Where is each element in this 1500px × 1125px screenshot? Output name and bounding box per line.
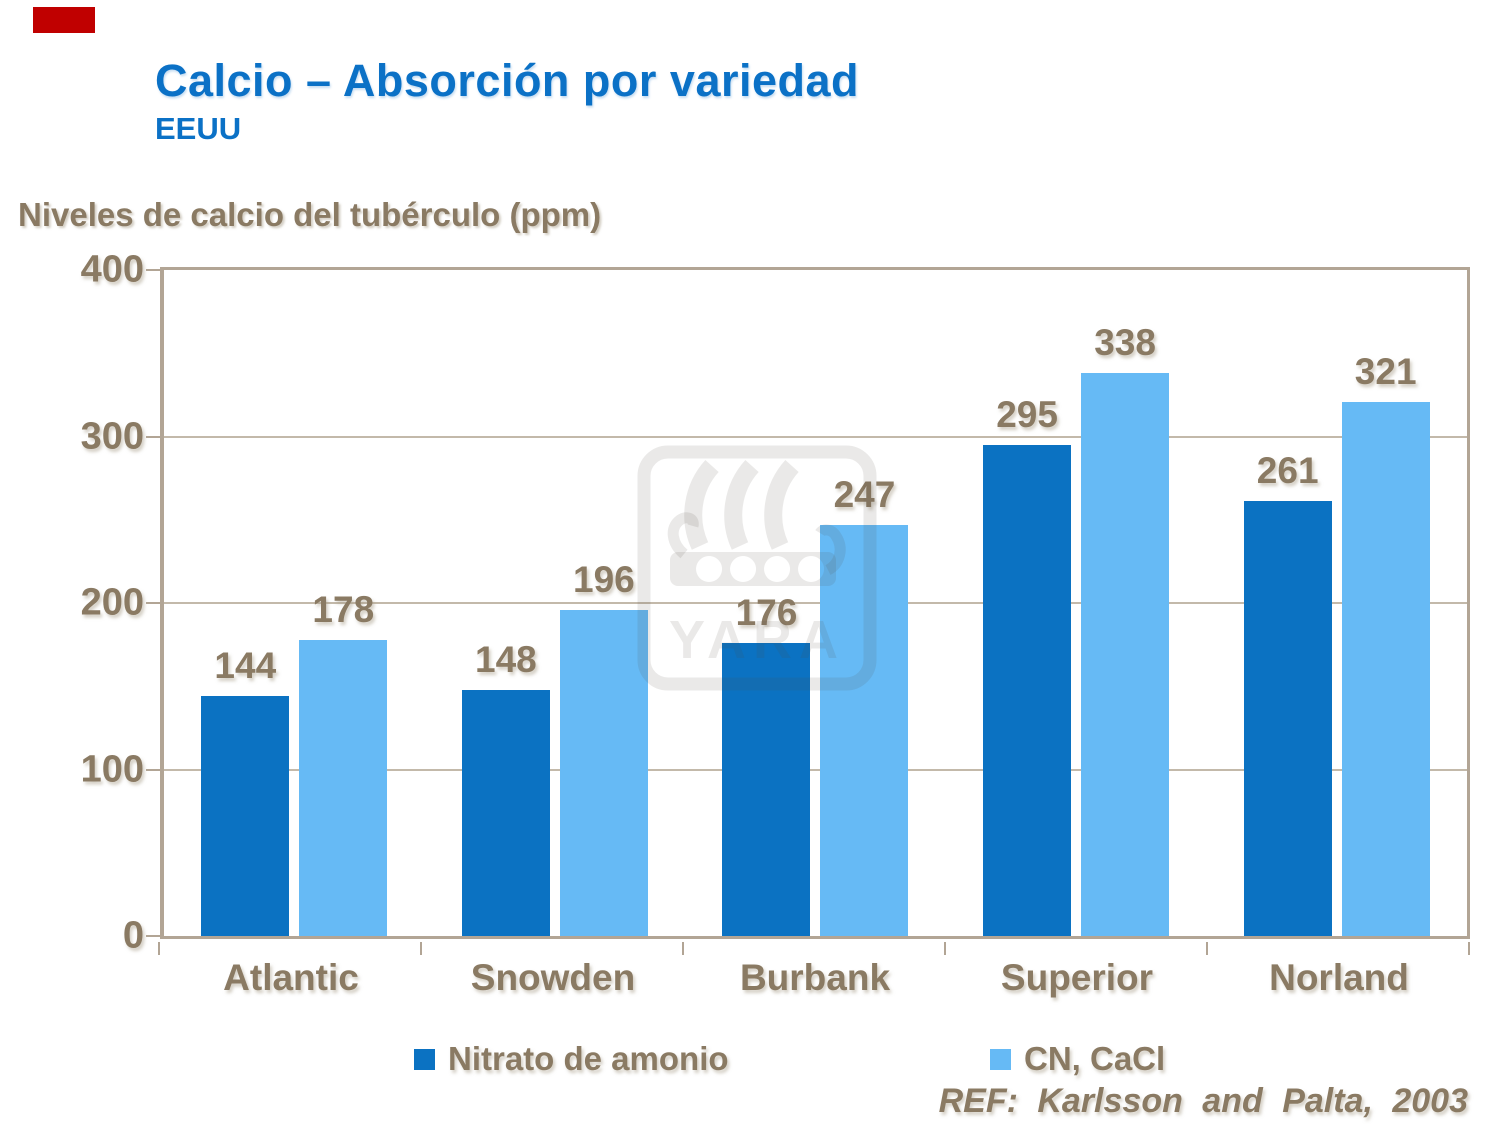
bar: 148	[461, 639, 550, 936]
bar-value-label: 148	[475, 638, 537, 680]
category-label: Superior	[1000, 957, 1154, 998]
x-tick-mark	[682, 942, 684, 955]
bar-value-label: 261	[1256, 450, 1319, 492]
category-label: Burbank	[739, 957, 891, 998]
bar-value-label: 144	[214, 645, 277, 687]
category-label: Snowden	[470, 957, 636, 998]
bar-value-label: 338	[1094, 322, 1156, 364]
reference-citation: REF: Karlsson and Palta, 2003	[938, 1082, 1468, 1120]
brand-mark	[33, 7, 95, 33]
legend-item-series1: Nitrato de amonio	[414, 1040, 729, 1078]
gridlines-layer	[164, 270, 1467, 936]
bar: 144	[201, 645, 290, 936]
bar: 261	[1243, 450, 1332, 936]
bar: 321	[1341, 351, 1430, 936]
bar-value-label: 321	[1354, 350, 1417, 392]
legend-item-series2: CN, CaCl	[990, 1040, 1165, 1078]
legend-label-series1: Nitrato de amonio	[448, 1040, 729, 1077]
bar: 338	[1081, 322, 1170, 936]
y-tick-mark	[146, 269, 160, 271]
x-tick-mark	[420, 942, 422, 955]
bar-value-label: 247	[833, 473, 896, 515]
slide-title: Calcio – Absorción por variedad	[155, 55, 860, 106]
bar-value-label: 196	[573, 558, 635, 600]
bar-group-snowden: 148 196	[425, 270, 686, 936]
gridline	[164, 768, 1467, 771]
y-tick-label: 200	[80, 581, 144, 624]
bar-group-norland: 261 321	[1206, 270, 1467, 936]
legend-label-series2: CN, CaCl	[1024, 1040, 1166, 1077]
x-axis-ticks	[0, 942, 1500, 956]
plot-bars: 144 178 148 196 176 247 295 338 261 321	[164, 270, 1467, 936]
category-label: Norland	[1269, 957, 1409, 998]
y-tick-label: 300	[80, 415, 144, 457]
y-tick-label: 400	[80, 248, 144, 291]
legend-swatch-series2	[990, 1048, 1011, 1070]
x-tick-mark	[1206, 942, 1208, 955]
bar-group-superior: 295 338	[946, 270, 1207, 936]
y-tick-mark	[146, 435, 160, 438]
legend-swatch-series1	[414, 1048, 435, 1070]
slide-subtitle: EEUU	[155, 111, 242, 146]
y-tick-label: 0	[122, 914, 144, 957]
y-axis-labels: 400 300 200 100 0	[0, 249, 144, 957]
x-tick-mark	[1468, 942, 1470, 955]
category-labels: Atlantic Snowden Burbank Superior Norland	[160, 957, 1470, 999]
bar-value-label: 178	[312, 588, 375, 630]
bar: 178	[299, 589, 388, 936]
y-tick-label: 100	[80, 748, 144, 790]
y-axis-title: Niveles de calcio del tubérculo (ppm)	[18, 196, 602, 233]
x-tick-mark	[944, 942, 946, 955]
y-tick-mark	[146, 768, 160, 771]
bar: 196	[559, 559, 648, 936]
bar-group-atlantic: 144 178	[164, 270, 425, 936]
gridline	[164, 435, 1467, 438]
y-tick-mark	[146, 935, 160, 937]
y-tick-mark	[146, 602, 160, 604]
bar-group-burbank: 176 247	[685, 270, 946, 936]
gridline	[164, 602, 1467, 604]
y-axis-ticks	[0, 269, 160, 937]
bar: 176	[722, 592, 811, 936]
category-label: Atlantic	[223, 957, 359, 998]
bar: 295	[983, 394, 1072, 936]
bar: 247	[820, 474, 909, 936]
plot-area: 144 178 148 196 176 247 295 338 261 321	[160, 267, 1470, 939]
bar-value-label: 176	[735, 591, 798, 633]
bar-value-label: 295	[996, 393, 1058, 435]
x-tick-mark	[158, 942, 160, 955]
